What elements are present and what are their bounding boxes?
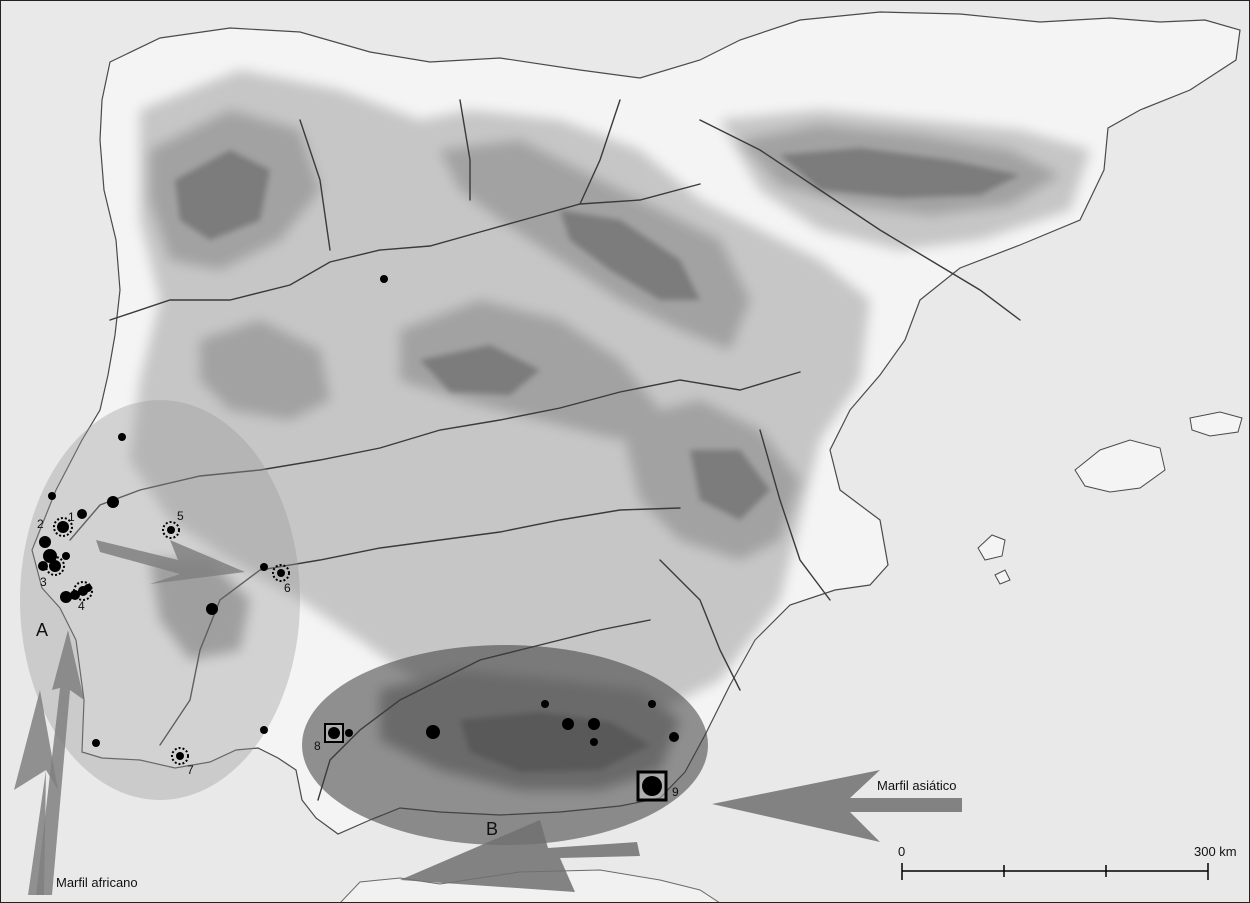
scale-start-label: 0 — [898, 844, 905, 859]
site-dot — [92, 739, 100, 747]
site-number-4: 4 — [78, 599, 85, 613]
zone-a-label: A — [36, 620, 48, 640]
site-dot — [648, 700, 656, 708]
site-number-7: 7 — [187, 763, 194, 777]
site-dot — [260, 563, 268, 571]
square-site-8 — [324, 723, 344, 743]
site-dot — [62, 552, 70, 560]
river-minor-5 — [659, 559, 741, 691]
site-number-labels: 1 2 3 4 5 6 7 8 9 — [37, 509, 679, 799]
site-number-9: 9 — [672, 785, 679, 799]
scale-bar — [901, 863, 1209, 880]
site-dot — [541, 700, 549, 708]
zone-a-area — [20, 400, 300, 800]
site-dot — [562, 718, 574, 730]
star-site-7 — [171, 747, 189, 765]
formentera-island — [994, 569, 1011, 585]
site-number-2: 2 — [37, 517, 44, 531]
river-ebro — [699, 119, 1021, 321]
site-dot — [345, 729, 353, 737]
site-number-8: 8 — [314, 739, 321, 753]
site-dot — [206, 603, 218, 615]
site-dot — [380, 275, 388, 283]
site-dot — [77, 509, 87, 519]
site-number-6: 6 — [284, 581, 291, 595]
zone-b-label: B — [486, 819, 498, 839]
asian-arrow-east — [712, 770, 962, 842]
river-tajo — [69, 371, 801, 541]
site-dot — [426, 725, 440, 739]
star-site-4 — [73, 581, 93, 601]
african-arrow-up — [36, 630, 84, 895]
site-dot — [60, 591, 72, 603]
site-dot — [669, 732, 679, 742]
site-dot — [39, 536, 51, 548]
river-minor-4 — [759, 429, 831, 601]
site-number-1: 1 — [68, 510, 75, 524]
asian-ivory-label: Marfil asiático — [877, 778, 956, 793]
river-minor-3 — [579, 99, 621, 205]
river-guadiana — [159, 507, 681, 746]
square-site-9 — [636, 770, 668, 802]
african-ivory-arrows — [14, 540, 245, 895]
mallorca-island — [1074, 439, 1166, 493]
african-ivory-label: Marfil africano — [56, 875, 138, 890]
river-minor-1 — [459, 99, 471, 201]
african-arrow-inland — [96, 540, 245, 584]
square-sites — [324, 723, 668, 802]
menorca-island — [1189, 411, 1243, 437]
find-sites — [38, 275, 679, 747]
scale-end-label: 300 km — [1194, 844, 1237, 859]
site-number-3: 3 — [40, 575, 47, 589]
site-dot — [260, 726, 268, 734]
ibiza-island — [977, 534, 1006, 561]
zone-b-area — [302, 645, 708, 845]
star-site-3 — [45, 556, 65, 576]
asian-ivory-arrows — [400, 770, 962, 892]
star-site-1 — [53, 517, 73, 537]
river-minor-2 — [299, 119, 331, 251]
site-dot — [43, 549, 57, 563]
site-dot — [118, 433, 126, 441]
site-dot — [590, 738, 598, 746]
site-dot — [588, 718, 600, 730]
asian-arrow-south — [400, 820, 640, 892]
star-site-5 — [162, 521, 180, 539]
african-arrow-west — [14, 690, 58, 895]
site-dot — [107, 496, 119, 508]
star-site-6 — [272, 564, 290, 582]
relief-shading — [130, 70, 1140, 790]
star-sites — [45, 517, 290, 765]
site-number-5: 5 — [177, 509, 184, 523]
river-duero — [109, 183, 701, 321]
site-dot — [48, 492, 56, 500]
